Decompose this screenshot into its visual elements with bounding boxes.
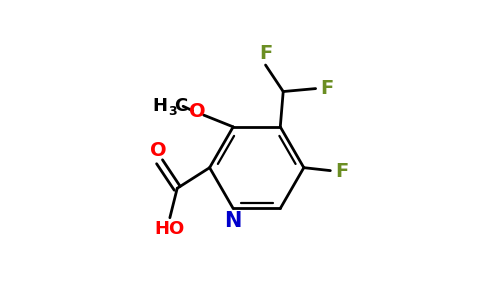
Text: 3: 3: [168, 105, 177, 118]
Text: N: N: [224, 211, 241, 231]
Text: O: O: [189, 102, 206, 121]
Text: O: O: [150, 141, 166, 160]
Text: C: C: [175, 97, 188, 115]
Text: F: F: [320, 79, 333, 98]
Text: F: F: [259, 44, 273, 63]
Text: F: F: [335, 162, 348, 181]
Text: H: H: [152, 97, 167, 115]
Text: HO: HO: [154, 220, 184, 238]
